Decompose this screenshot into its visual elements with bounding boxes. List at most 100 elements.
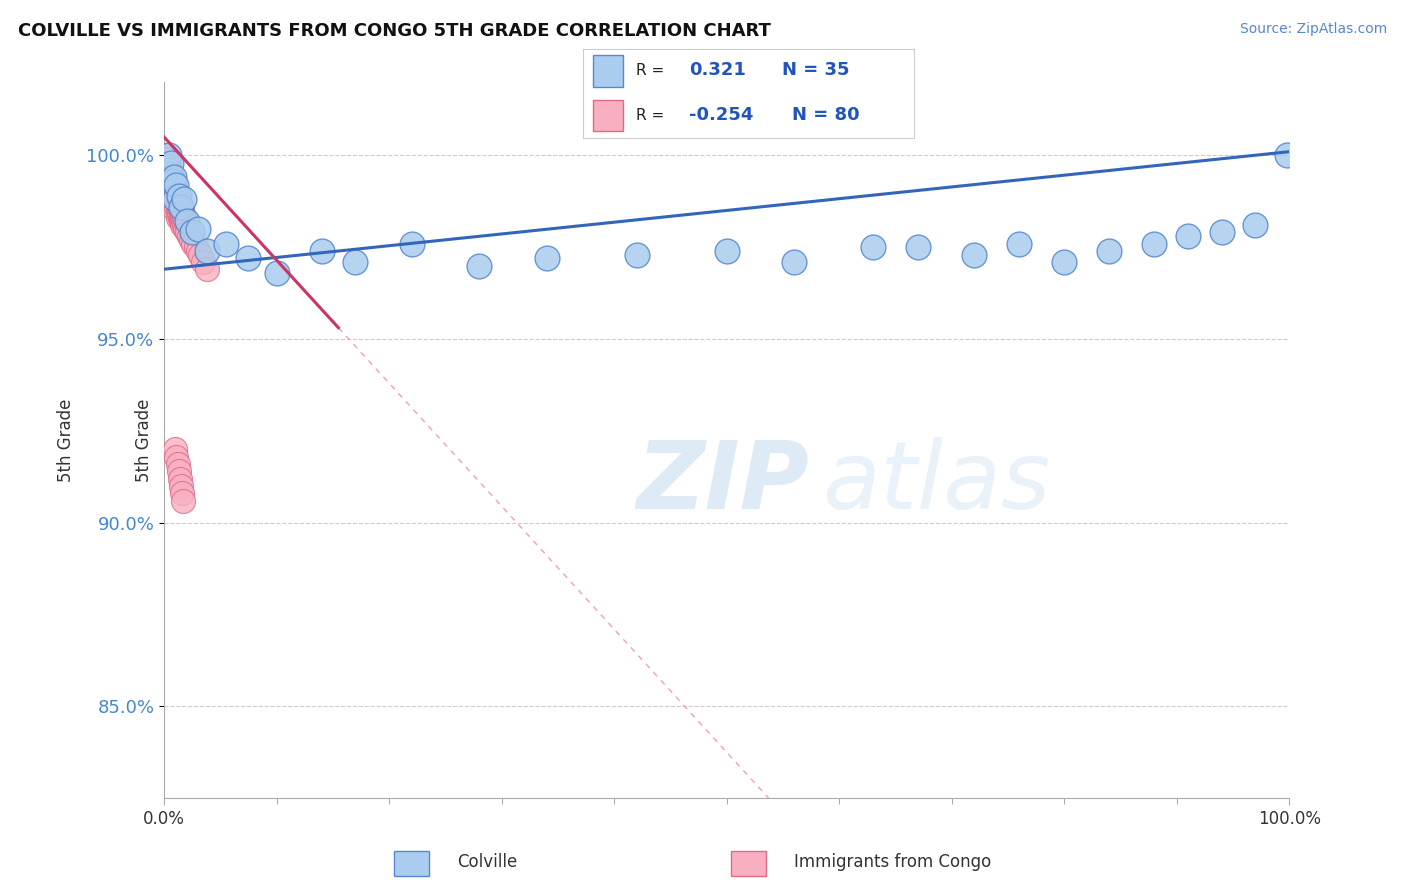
Point [165,193,187,207]
Bar [593,55,623,87]
Point [173,193,195,207]
Point [165,200,187,214]
Point [159,163,181,178]
Point [156,163,179,178]
Point [159,181,181,195]
Point [159,167,181,181]
Point [167,200,190,214]
Point [180,233,202,247]
Point [181,226,204,240]
Point [174,214,197,228]
Point [188,247,211,261]
Point [169,203,191,218]
Point [162,174,184,188]
Point [193,255,215,269]
Point [170,200,193,214]
Point [165,442,187,457]
Point [181,236,204,251]
Point [157,148,180,162]
Point [166,188,188,202]
Text: Immigrants from Congo: Immigrants from Congo [794,854,991,871]
Point [170,207,193,221]
Point [170,214,193,228]
Point [163,178,186,192]
Point [153,155,176,169]
Point [159,185,181,199]
Point [626,247,648,261]
Point [159,170,181,185]
Text: ZIP: ZIP [637,437,810,529]
Point [176,214,198,228]
Point [166,196,188,211]
Point [1098,244,1121,258]
Point [195,244,218,258]
Point [167,188,190,202]
Point [172,493,194,508]
Point [170,218,193,232]
Point [907,240,929,254]
Point [155,167,177,181]
Point [162,181,184,195]
Point [170,200,193,214]
Point [215,236,238,251]
Point [163,185,186,199]
Point [1244,218,1267,232]
Point [156,155,179,169]
Point [159,178,181,192]
Bar [593,100,623,131]
Point [165,181,187,195]
Y-axis label: 5th Grade: 5th Grade [135,399,153,482]
Point [963,247,986,261]
Point [468,259,491,273]
Point [159,188,181,202]
Text: N = 80: N = 80 [792,106,859,124]
Text: atlas: atlas [823,437,1050,528]
Point [157,174,180,188]
Point [169,196,191,211]
Point [783,255,806,269]
Point [1008,236,1031,251]
Point [311,244,333,258]
Point [167,464,190,478]
Point [167,207,190,221]
Point [160,170,183,185]
Point [162,174,184,188]
Point [862,240,884,254]
Point [153,148,176,162]
Y-axis label: 5th Grade: 5th Grade [58,399,75,482]
Point [536,251,558,265]
Point [160,185,183,199]
Point [1177,229,1199,244]
Point [165,188,187,202]
Text: R =: R = [637,108,665,122]
Point [159,174,181,188]
Point [159,155,181,169]
Point [1211,226,1233,240]
Point [401,236,423,251]
Point [167,193,190,207]
Point [165,178,187,192]
Point [156,178,179,192]
Point [162,196,184,211]
Point [157,181,180,195]
Text: COLVILLE VS IMMIGRANTS FROM CONGO 5TH GRADE CORRELATION CHART: COLVILLE VS IMMIGRANTS FROM CONGO 5TH GR… [18,22,770,40]
Point [1275,148,1298,162]
Point [266,266,288,280]
Point [176,226,198,240]
Point [160,193,183,207]
Point [716,244,738,258]
Point [155,160,177,174]
Point [187,244,209,258]
Point [163,193,186,207]
Point [170,211,193,225]
Point [187,222,209,236]
Point [172,214,194,228]
Point [165,450,187,464]
Point [165,193,187,207]
Point [184,240,207,254]
Point [165,185,187,199]
Point [344,255,367,269]
Point [170,203,193,218]
Text: 0.321: 0.321 [689,62,747,79]
Point [238,251,260,265]
